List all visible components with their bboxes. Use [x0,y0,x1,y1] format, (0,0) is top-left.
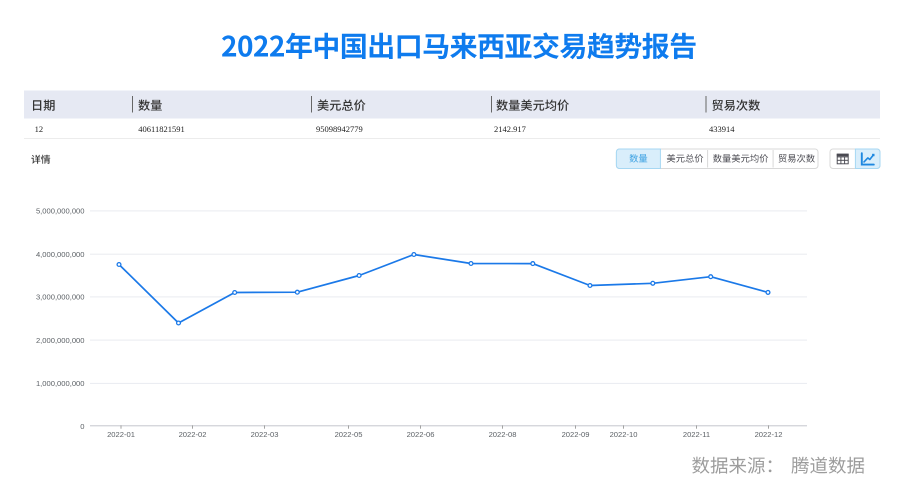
svg-text:4,000,000,000: 4,000,000,000 [36,250,85,259]
svg-text:1,000,000,000: 1,000,000,000 [36,379,85,388]
svg-text:0: 0 [80,422,84,431]
svg-text:2022-03: 2022-03 [251,430,279,439]
svg-text:3,000,000,000: 3,000,000,000 [36,293,85,302]
svg-text:2022-05: 2022-05 [335,430,363,439]
svg-text:433914: 433914 [709,124,735,134]
svg-text:95098942779: 95098942779 [316,124,363,134]
svg-text:2022-02: 2022-02 [179,430,207,439]
svg-text:2,000,000,000: 2,000,000,000 [36,336,85,345]
svg-text:5,000,000,000: 5,000,000,000 [36,207,85,216]
svg-text:2022-12: 2022-12 [755,430,783,439]
svg-text:2022-08: 2022-08 [489,430,517,439]
svg-text:40611821591: 40611821591 [138,124,184,134]
svg-text:2142.917: 2142.917 [494,124,526,134]
svg-text:2022-06: 2022-06 [407,430,435,439]
svg-text:2022-10: 2022-10 [610,430,638,439]
svg-text:2022-01: 2022-01 [107,430,135,439]
svg-text:2022-11: 2022-11 [683,430,710,439]
svg-text:2022-09: 2022-09 [562,430,590,439]
svg-text:12: 12 [35,124,44,134]
